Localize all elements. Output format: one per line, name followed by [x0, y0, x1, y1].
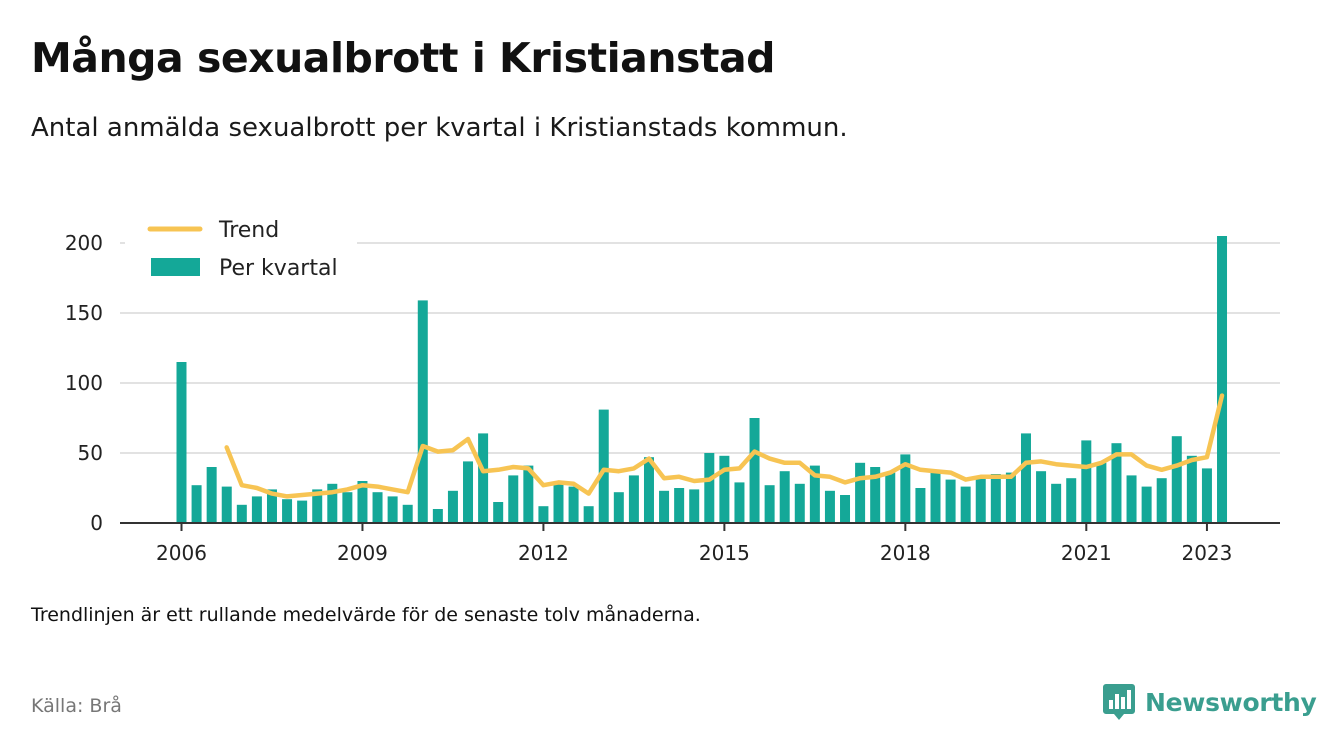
bar [975, 476, 986, 523]
bar [930, 472, 941, 523]
x-tick-label: 2009 [337, 541, 388, 565]
newsworthy-logo: Newsworthy [1102, 682, 1317, 722]
bars [176, 236, 1228, 523]
bar [659, 490, 670, 523]
bar [432, 509, 443, 523]
bar [855, 462, 866, 523]
y-tick-label: 50 [78, 441, 103, 465]
bar [794, 483, 805, 523]
bar [870, 467, 881, 523]
bar [1111, 443, 1122, 523]
bar [824, 490, 835, 523]
bar [447, 490, 458, 523]
chart-title: Många sexualbrott i Kristianstad [31, 34, 776, 82]
bar [674, 488, 685, 523]
bar [342, 492, 353, 523]
brand-name: Newsworthy [1145, 687, 1317, 717]
chart-subtitle: Antal anmälda sexualbrott per kvartal i … [31, 113, 848, 143]
bar [1066, 478, 1077, 523]
trend-series-line [224, 393, 1225, 499]
y-tick-label: 0 [90, 511, 103, 535]
bar [282, 499, 293, 523]
bar [900, 454, 911, 523]
bar [689, 489, 700, 523]
bar [1186, 455, 1197, 523]
bar [417, 300, 428, 523]
x-tick-label: 2023 [1181, 541, 1232, 565]
legend-bar-label: Per kvartal [219, 256, 338, 281]
bar [266, 489, 277, 523]
bar [583, 506, 594, 523]
bar [1201, 468, 1212, 523]
x-tick-label: 2012 [518, 541, 569, 565]
bar [1156, 478, 1167, 523]
y-tick-label: 200 [65, 231, 103, 255]
x-tick-label: 2015 [699, 541, 750, 565]
bar [628, 475, 639, 523]
legend: Trend Per kvartal [125, 209, 357, 291]
legend-bar-swatch [151, 258, 200, 276]
bar [402, 504, 413, 523]
bar [538, 506, 549, 523]
bar [478, 433, 489, 523]
bar [387, 496, 398, 523]
bar [945, 479, 956, 523]
bar-chart-icon [1103, 684, 1135, 720]
x-tick-label: 2006 [156, 541, 207, 565]
bar [719, 455, 730, 523]
bar [1171, 436, 1182, 523]
bar [598, 409, 609, 523]
bar [1005, 472, 1016, 523]
bar [809, 465, 820, 523]
footnote: Trendlinjen är ett rullande medelvärde f… [31, 604, 701, 626]
bar [915, 488, 926, 523]
bar [1141, 486, 1152, 523]
bar [463, 461, 474, 523]
bar [734, 482, 745, 523]
bar [176, 362, 187, 523]
bar [704, 453, 715, 523]
legend-trend-label: Trend [218, 218, 279, 243]
bar [221, 486, 232, 523]
bar [1126, 475, 1137, 523]
bar [312, 489, 323, 523]
bar [840, 495, 851, 523]
y-tick-label: 100 [65, 371, 103, 395]
bar [236, 504, 247, 523]
bar-chart: 0 50 100 150 200 2006 2009 2012 2015 2018 2021 2023… [65, 209, 1280, 565]
source-credit: Källa: Brå [31, 695, 122, 717]
bar [372, 492, 383, 523]
y-tick-label: 150 [65, 301, 103, 325]
trend-line [224, 393, 1225, 499]
bar [553, 483, 564, 523]
bar [568, 486, 579, 523]
bar [779, 471, 790, 523]
bar [749, 418, 760, 523]
bar [613, 492, 624, 523]
bar [1036, 471, 1047, 523]
bar [764, 485, 775, 523]
bar [206, 467, 217, 523]
bar [523, 465, 534, 523]
bar [508, 475, 519, 523]
bar [643, 457, 654, 523]
bar [1081, 440, 1092, 523]
bar [297, 500, 308, 523]
bar [1096, 462, 1107, 523]
x-tick-label: 2021 [1061, 541, 1112, 565]
bar [493, 502, 504, 523]
bar [1020, 433, 1031, 523]
bar [357, 481, 368, 523]
bar [1217, 236, 1228, 523]
bar [990, 474, 1001, 523]
axes: 0 50 100 150 200 2006 2009 2012 2015 2018 2021 2023 [65, 231, 1280, 565]
legend-background [125, 209, 357, 291]
bar [251, 496, 262, 523]
bar [327, 483, 338, 523]
bar [1051, 483, 1062, 523]
bar [191, 485, 202, 523]
bar [885, 472, 896, 523]
x-tick-label: 2018 [880, 541, 931, 565]
bar [960, 486, 971, 523]
